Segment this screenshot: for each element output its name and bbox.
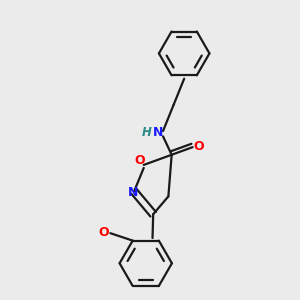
Text: O: O — [194, 140, 205, 153]
Text: H: H — [142, 126, 152, 139]
Text: O: O — [98, 226, 109, 238]
Text: N: N — [128, 187, 138, 200]
Text: N: N — [152, 126, 163, 139]
Text: O: O — [135, 154, 146, 167]
